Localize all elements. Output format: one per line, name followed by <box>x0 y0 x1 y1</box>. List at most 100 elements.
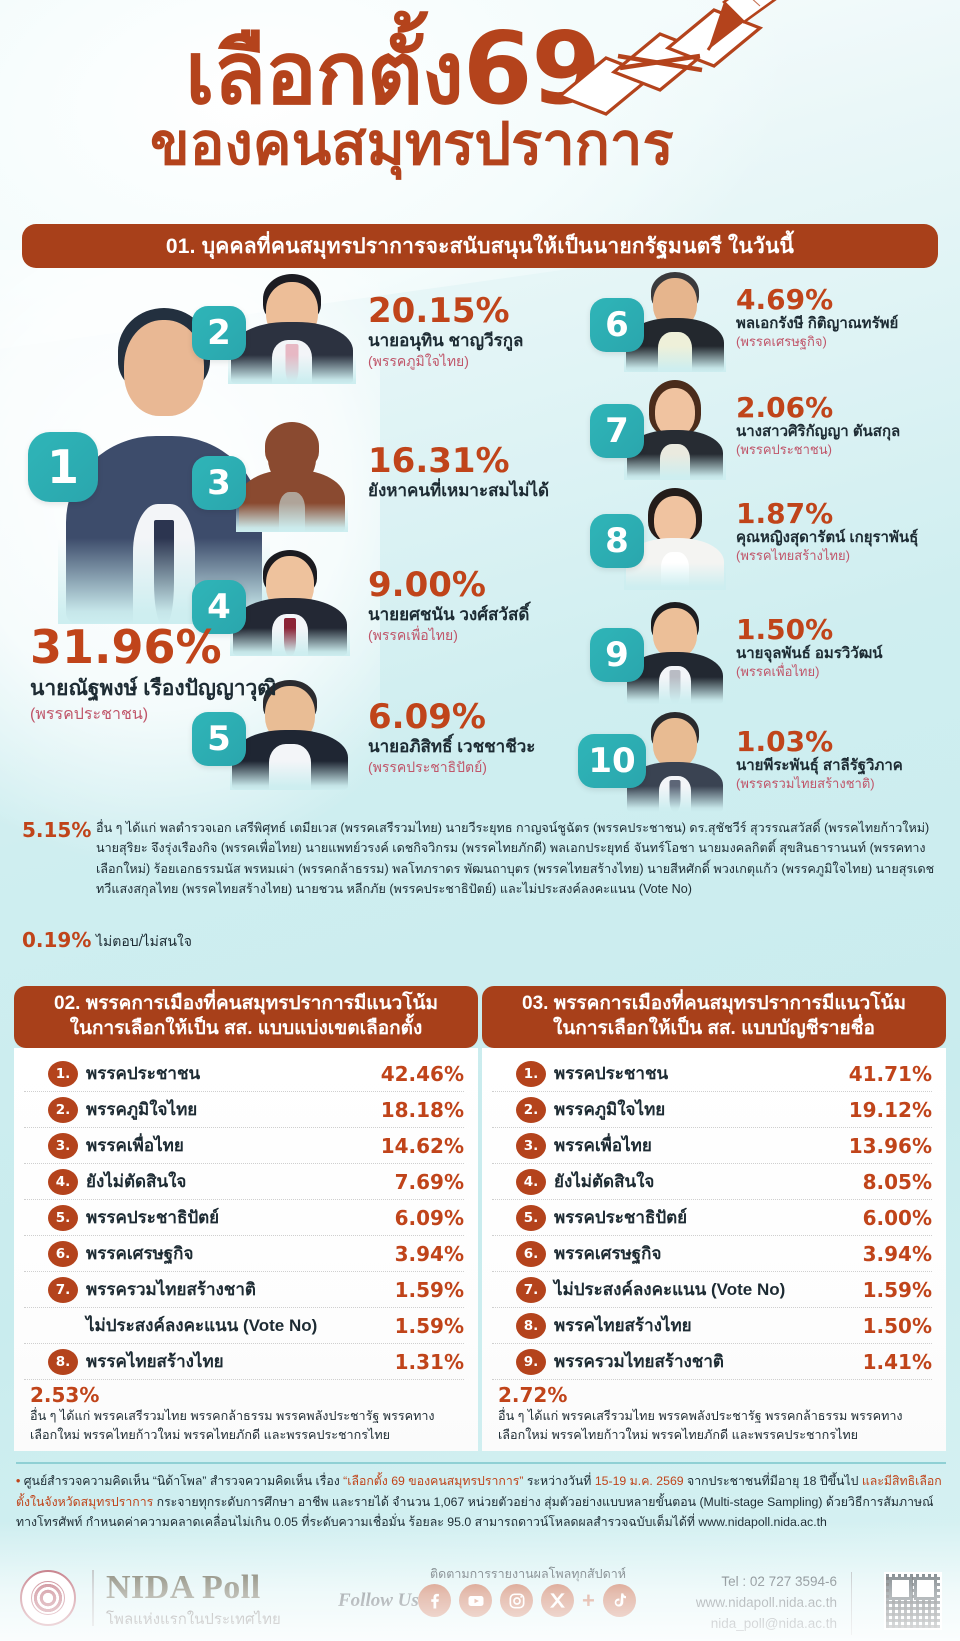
row-label: พรรคเพื่อไทย <box>86 1136 184 1156</box>
contact-email[interactable]: nida_poll@nida.ac.th <box>710 1615 837 1631</box>
other-candidates-pct: 5.15% <box>22 818 92 842</box>
candidate-name-7: นางสาวศิริกัญญา ตันสกุล <box>736 423 901 440</box>
candidate-party-5: (พรรคประชาธิปัตย์) <box>368 759 487 776</box>
row-label: ยังไม่ตัดสินใจ <box>554 1172 655 1192</box>
social-links[interactable]: + <box>418 1584 636 1617</box>
row-label: พรรคประชาธิปัตย์ <box>86 1208 220 1228</box>
section-02-header-line2: ในการเลือกให้เป็น สส. แบบแบ่งเขตเลือกตั้… <box>69 1017 423 1039</box>
section-01-header: 01. บุคคลที่คนสมุทรปราการจะสนับสนุนให้เป… <box>22 224 938 268</box>
candidate-stat-8: 1.87% คุณหญิงสุดารัตน์ เกยุราพันธุ์ (พรร… <box>736 500 954 565</box>
list-item: 8. พรรคไทยสร้างไทย 1.31% <box>24 1344 464 1381</box>
list-item: 6. พรรคเศรษฐกิจ 3.94% <box>24 1236 464 1273</box>
candidate-stat-5: 6.09% นายอภิสิทธิ์ เวชชาชีวะ (พรรคประชาธ… <box>368 700 588 776</box>
row-number: 5. <box>48 1204 78 1231</box>
row-number: 1. <box>48 1060 78 1087</box>
row-label: พรรคไทยสร้างไทย <box>554 1316 692 1336</box>
candidate-party-7: (พรรคประชาชน) <box>736 441 832 457</box>
row-number <box>48 1313 78 1339</box>
list-item: 2. พรรคภูมิใจไทย 18.18% <box>24 1092 464 1129</box>
method-t1: ศูนย์สำรวจความคิดเห็น “นิด้าโพล” สำรวจคว… <box>23 1474 344 1488</box>
row-number: 8. <box>516 1312 546 1339</box>
list-item: 4. ยังไม่ตัดสินใจ 7.69% <box>24 1164 464 1201</box>
row-number: 8. <box>48 1348 78 1375</box>
row-number: 4. <box>48 1168 78 1195</box>
nida-brand: NIDA Poll โพลแห่งแรกในประเทศไทย <box>106 1570 281 1631</box>
row-number: 6. <box>516 1240 546 1267</box>
tiktok-icon[interactable] <box>602 1584 636 1617</box>
row-value: 1.41% <box>862 1349 932 1374</box>
no-answer-pct: 0.19% <box>22 928 92 952</box>
candidate-pct-3: 16.31% <box>368 441 510 481</box>
ballot-pencil-icon <box>556 0 777 116</box>
title-line-1: เลือกตั้ง69 <box>40 18 601 120</box>
candidate-pct-5: 6.09% <box>368 697 486 737</box>
contact-website[interactable]: www.nidapoll.nida.ac.th <box>695 1594 837 1610</box>
row-label: ยังไม่ตัดสินใจ <box>86 1172 187 1192</box>
candidate-stat-1: 31.96% นายณัฐพงษ์ เรืองปัญญาวุฒิ (พรรคปร… <box>30 624 320 726</box>
youtube-icon[interactable] <box>459 1584 492 1617</box>
candidate-name-1: นายณัฐพงษ์ เรืองปัญญาวุฒิ <box>30 677 277 700</box>
row-label: พรรคประชาชน <box>86 1064 201 1084</box>
row-value: 1.59% <box>862 1277 932 1302</box>
row-label: พรรคภูมิใจไทย <box>86 1100 198 1120</box>
candidate-party-6: (พรรคเศรษฐกิจ) <box>736 333 827 349</box>
header: เลือกตั้ง69 ของคนสมุทรปราการ <box>0 0 960 218</box>
candidate-pct-10: 1.03% <box>736 725 834 758</box>
nida-brand-name: NIDA Poll <box>106 1569 261 1606</box>
list-item: 4. ยังไม่ตัดสินใจ 8.05% <box>492 1164 932 1201</box>
rank-badge-2: 2 <box>192 306 246 360</box>
candidate-name-10: นายพีระพันธุ์ สาลีรัฐวิภาค <box>736 757 903 774</box>
methodology-note: • ศูนย์สำรวจความคิดเห็น “นิด้าโพล” สำรวจ… <box>16 1462 946 1533</box>
candidate-photo-2 <box>228 272 356 384</box>
title-line-2: ของคนสมุทรปราการ <box>150 110 674 178</box>
list-item: 7. ไม่ประสงค์ลงคะแนน (Vote No) 1.59% <box>492 1272 932 1309</box>
section-03-footnote: 2.72% อื่น ๆ ได้แก่ พรรคเสรีรวมไทย พรรคพ… <box>492 1380 932 1445</box>
qr-code-icon[interactable] <box>884 1572 942 1630</box>
row-number: 2. <box>48 1096 78 1123</box>
candidate-party-10: (พรรครวมไทยสร้างชาติ) <box>736 775 875 791</box>
candidate-name-9: นายจุลพันธ์ อมรวิวัฒน์ <box>736 645 883 662</box>
candidate-pct-1: 31.96% <box>30 620 222 674</box>
row-number: 6. <box>48 1240 78 1267</box>
row-value: 14.62% <box>380 1133 464 1158</box>
row-value: 1.50% <box>862 1313 932 1338</box>
method-hl2: 15-19 ม.ค. 2569 <box>594 1474 684 1488</box>
candidate-pct-6: 4.69% <box>736 283 834 316</box>
facebook-icon[interactable] <box>418 1584 451 1617</box>
section-03-other-text: อื่น ๆ ได้แก่ พรรคเสรีรวมไทย พรรคพลังประ… <box>498 1409 903 1443</box>
method-hl1: “เลือกตั้ง 69 ของคนสมุทรปราการ” <box>343 1474 524 1488</box>
candidate-pct-4: 9.00% <box>368 565 486 605</box>
row-value: 1.59% <box>394 1277 464 1302</box>
follow-note: ติดตามการรายงานผลโพลทุกสัปดาห์ <box>430 1567 626 1581</box>
section-03-header: 03. พรรคการเมืองที่คนสมุทรปราการมีแนวโน้… <box>482 986 946 1049</box>
row-value: 1.31% <box>394 1349 464 1374</box>
list-item: 5. พรรคประชาธิปัตย์ 6.00% <box>492 1200 932 1237</box>
row-number: 3. <box>48 1132 78 1159</box>
row-value: 19.12% <box>848 1097 932 1122</box>
instagram-icon[interactable] <box>500 1584 533 1617</box>
section-02-list: 1. พรรคประชาชน 42.46% 2. พรรคภูมิใจไทย 1… <box>14 1048 478 1452</box>
candidate-party-9: (พรรคเพื่อไทย) <box>736 663 820 679</box>
rank-badge-7: 7 <box>590 404 644 458</box>
candidate-stat-6: 4.69% พลเอกรังษี กิติญาณทรัพย์ (พรรคเศรษ… <box>736 286 950 351</box>
candidate-photo-3 <box>236 420 348 532</box>
candidate-stat-7: 2.06% นางสาวศิริกัญญา ตันสกุล (พรรคประชา… <box>736 394 950 459</box>
section-02-header: 02. พรรคการเมืองที่คนสมุทรปราการมีแนวโน้… <box>14 986 478 1049</box>
row-number: 4. <box>516 1168 546 1195</box>
row-label: พรรครวมไทยสร้างชาติ <box>86 1280 256 1300</box>
x-twitter-icon[interactable] <box>541 1584 574 1617</box>
section-02-panel: 02. พรรคการเมืองที่คนสมุทรปราการมีแนวโน้… <box>14 986 478 1454</box>
section-03-list: 1. พรรคประชาชน 41.71% 2. พรรคภูมิใจไทย 1… <box>482 1048 946 1452</box>
rank-badge-10: 10 <box>578 734 646 788</box>
no-answer-row: 0.19% ไม่ตอบ/ไม่สนใจ <box>22 928 522 953</box>
footer-divider <box>92 1570 94 1626</box>
row-value: 8.05% <box>862 1169 932 1194</box>
candidate-ranking-section: 1 31.96% นายณัฐพงษ์ เรืองปัญญาวุฒิ (พรรค… <box>0 272 960 812</box>
title-election-word: เลือกตั้ง <box>185 24 464 124</box>
candidate-stat-10: 1.03% นายพีระพันธุ์ สาลีรัฐวิภาค (พรรครว… <box>736 728 954 793</box>
other-candidates-text: อื่น ๆ ได้แก่ พลตำรวจเอก เสรีพิศุทธ์ เตม… <box>96 821 935 897</box>
list-item: 1. พรรคประชาชน 42.46% <box>24 1056 464 1093</box>
nida-seal-icon <box>20 1570 76 1626</box>
method-hl3: และมีสิทธิเลือกตั้งในจังหวัดสมุทรปราการ <box>16 1474 942 1509</box>
